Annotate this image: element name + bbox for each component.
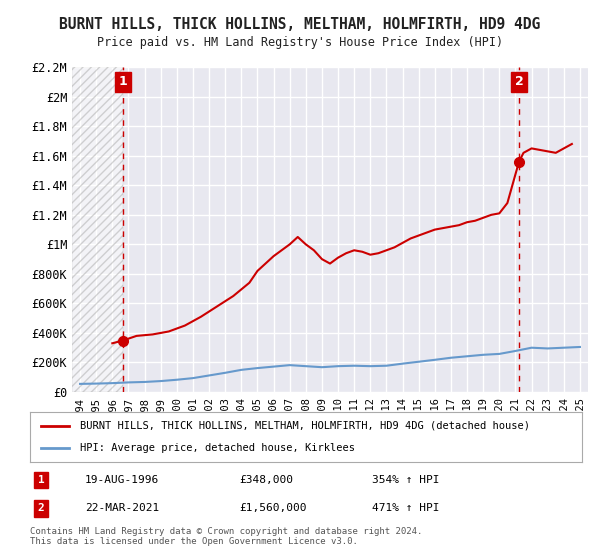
Text: Contains HM Land Registry data © Crown copyright and database right 2024.
This d: Contains HM Land Registry data © Crown c… [30,526,422,546]
Text: £348,000: £348,000 [240,475,294,485]
Text: 354% ↑ HPI: 354% ↑ HPI [372,475,440,485]
Text: 22-MAR-2021: 22-MAR-2021 [85,503,160,514]
Text: 1: 1 [118,76,127,88]
Text: 1: 1 [38,475,44,485]
Text: 2: 2 [515,76,523,88]
Text: BURNT HILLS, THICK HOLLINS, MELTHAM, HOLMFIRTH, HD9 4DG: BURNT HILLS, THICK HOLLINS, MELTHAM, HOL… [59,17,541,32]
Text: £1,560,000: £1,560,000 [240,503,307,514]
Text: BURNT HILLS, THICK HOLLINS, MELTHAM, HOLMFIRTH, HD9 4DG (detached house): BURNT HILLS, THICK HOLLINS, MELTHAM, HOL… [80,421,530,431]
Text: Price paid vs. HM Land Registry's House Price Index (HPI): Price paid vs. HM Land Registry's House … [97,36,503,49]
Text: 19-AUG-1996: 19-AUG-1996 [85,475,160,485]
Text: 471% ↑ HPI: 471% ↑ HPI [372,503,440,514]
Text: HPI: Average price, detached house, Kirklees: HPI: Average price, detached house, Kirk… [80,443,355,453]
Text: 2: 2 [38,503,44,514]
Bar [72,67,122,392]
